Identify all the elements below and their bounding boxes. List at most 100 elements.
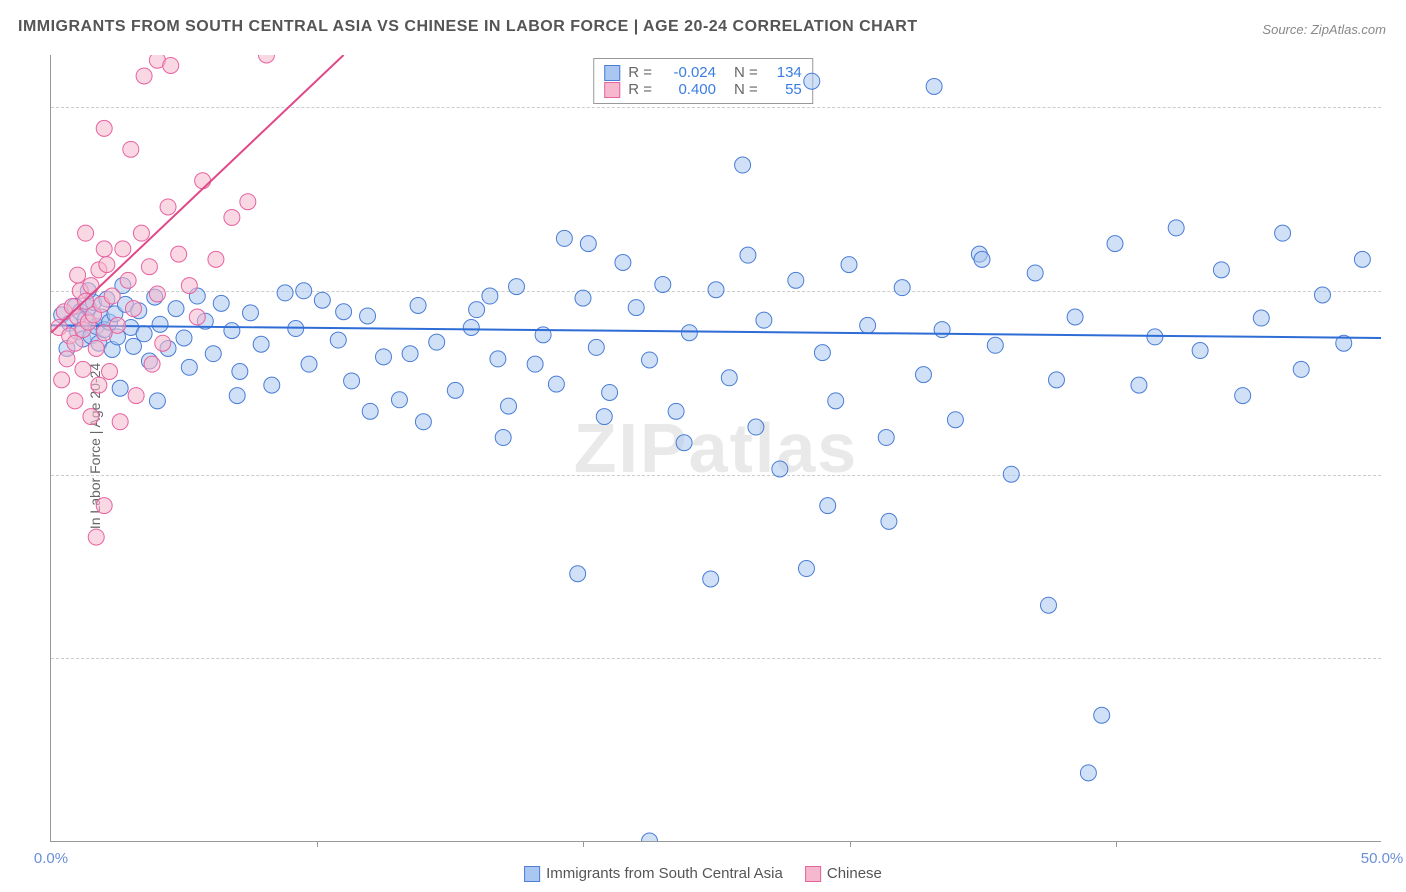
data-point [721,370,737,386]
chart-area: ZIPatlas 47.5%65.0%82.5%100.0%0.0%50.0% [50,55,1381,842]
data-point [615,255,631,271]
legend-swatch [805,866,821,882]
y-tick-label: 82.5% [1391,283,1406,300]
data-point [229,388,245,404]
data-point [415,414,431,430]
data-point [88,340,104,356]
data-point [362,403,378,419]
legend-item: Chinese [805,865,882,882]
data-point [96,241,112,257]
data-point [152,316,168,332]
data-point [1003,466,1019,482]
data-point [820,498,836,514]
x-tick-mark [317,841,318,847]
data-point [548,376,564,392]
data-point [133,225,149,241]
source-link[interactable]: ZipAtlas.com [1311,22,1386,37]
data-point [676,435,692,451]
data-point [756,312,772,328]
data-point [703,571,719,587]
data-point [708,282,724,298]
data-point [1213,262,1229,278]
data-point [947,412,963,428]
data-point [915,367,931,383]
data-point [160,199,176,215]
data-point [628,300,644,316]
data-point [828,393,844,409]
data-point [926,78,942,94]
legend-item: Immigrants from South Central Asia [524,865,783,882]
data-point [240,194,256,210]
data-point [1041,597,1057,613]
chart-title: IMMIGRANTS FROM SOUTH CENTRAL ASIA VS CH… [18,18,918,36]
data-point [136,68,152,84]
data-point [91,377,107,393]
data-point [181,359,197,375]
data-point [125,301,141,317]
data-point [987,337,1003,353]
data-point [277,285,293,301]
data-point [149,393,165,409]
data-point [588,339,604,355]
data-point [181,278,197,294]
data-point [580,236,596,252]
data-point [128,388,144,404]
data-point [208,251,224,267]
data-point [296,283,312,299]
data-point [391,392,407,408]
data-point [110,317,126,333]
data-point [176,330,192,346]
data-point [482,288,498,304]
data-point [878,430,894,446]
data-point [1067,309,1083,325]
data-point [112,414,128,430]
data-point [75,361,91,377]
data-point [556,230,572,246]
data-point [1080,765,1096,781]
data-point [96,498,112,514]
data-point [232,364,248,380]
data-point [402,346,418,362]
legend-label: Immigrants from South Central Asia [546,865,783,882]
data-point [602,384,618,400]
data-point [189,309,205,325]
data-point [243,305,259,321]
data-point [144,356,160,372]
data-point [112,380,128,396]
data-point [264,377,280,393]
data-point [360,308,376,324]
data-point [123,141,139,157]
data-point [67,393,83,409]
y-tick-label: 47.5% [1391,650,1406,667]
data-point [655,277,671,293]
data-point [120,272,136,288]
data-point [974,251,990,267]
data-point [136,326,152,342]
data-point [83,409,99,425]
data-point [125,338,141,354]
data-point [527,356,543,372]
data-point [642,352,658,368]
data-point [860,317,876,333]
data-point [163,57,179,73]
data-point [681,325,697,341]
data-point [344,373,360,389]
data-point [772,461,788,477]
data-point [213,295,229,311]
data-point [78,225,94,241]
data-point [1235,388,1251,404]
data-point [410,297,426,313]
data-point [59,351,75,367]
data-point [149,286,165,302]
data-point [314,292,330,308]
data-point [596,409,612,425]
data-point [469,302,485,318]
data-point [1354,251,1370,267]
data-point [788,272,804,288]
data-point [740,247,756,263]
data-point [1094,707,1110,723]
legend-label: Chinese [827,865,882,882]
data-point [841,257,857,273]
x-tick-mark [850,841,851,847]
data-point [102,364,118,380]
